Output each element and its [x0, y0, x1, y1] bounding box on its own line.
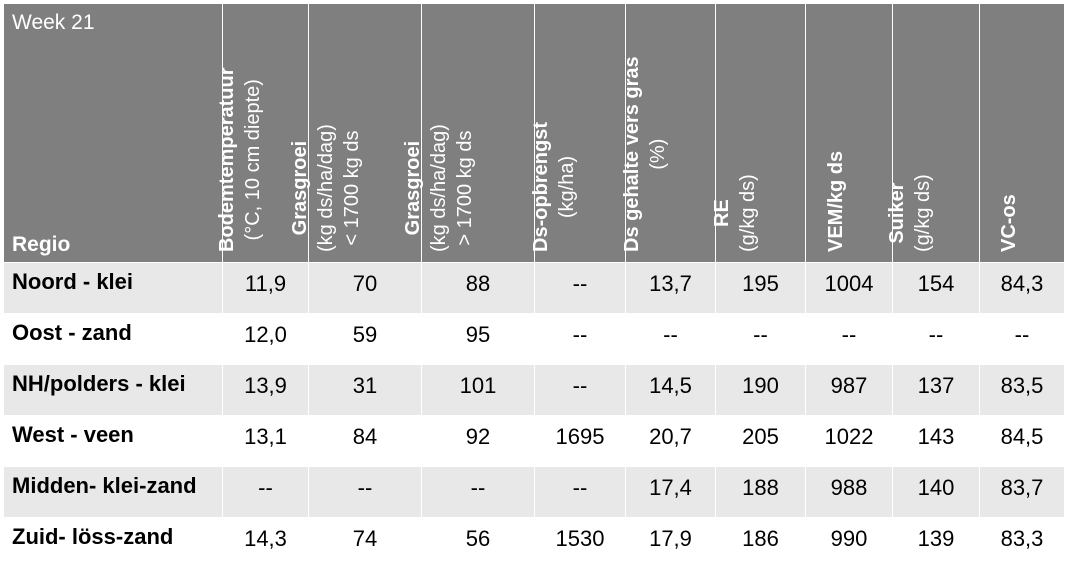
table-cell: --: [308, 466, 422, 518]
table-cell: 140: [892, 466, 980, 518]
table-cell: 74: [308, 517, 422, 569]
region-cell: Midden- klei-zand: [3, 466, 223, 518]
table-cell: 59: [308, 313, 422, 365]
header-title: Bodemtemperatuur: [215, 67, 238, 252]
region-cell: Noord - klei: [3, 262, 223, 314]
table-cell: 83,7: [979, 466, 1065, 518]
header-re: RE (g/kg ds): [711, 3, 806, 263]
header-title: VC-os: [998, 194, 1020, 252]
header-unit-2: > 1700 kg ds: [454, 130, 476, 246]
table-cell: --: [421, 466, 535, 518]
regio-label: Regio: [12, 233, 71, 256]
table-cell: 188: [715, 466, 806, 518]
table-cell: 83,3: [979, 517, 1065, 569]
table-row: West - veen 13,1 84 92 1695 20,7 205 102…: [3, 415, 1065, 467]
table-cell: 84: [308, 415, 422, 467]
table-cell: 13,1: [222, 415, 309, 467]
table-cell: 31: [308, 364, 422, 416]
table-cell: 20,7: [625, 415, 716, 467]
table-cell: 195: [715, 262, 806, 314]
header-vem: VEM/kg ds: [805, 3, 893, 263]
table-cell: --: [979, 313, 1065, 365]
table-cell: 12,0: [222, 313, 309, 365]
header-ds-opbrengst: Ds-opbrengst (kg/ha): [530, 3, 626, 263]
header-ds-gehalte: Ds gehalte vers gras (%): [621, 3, 716, 263]
table-cell: 13,9: [222, 364, 309, 416]
table-cell: --: [892, 313, 980, 365]
week-label: Week 21: [12, 11, 95, 34]
table-cell: 14,3: [222, 517, 309, 569]
header-unit: (g/kg ds): [736, 174, 759, 252]
table-cell: --: [805, 313, 893, 365]
table-cell: 1530: [534, 517, 626, 569]
table-cell: 17,9: [625, 517, 716, 569]
table-cell: 154: [892, 262, 980, 314]
header-unit: (kg ds/ha/dag): [315, 124, 337, 252]
header-grasgroei-lt: Grasgroei (kg ds/ha/dag) < 1700 kg ds: [289, 3, 422, 263]
data-table: Week 21 Regio Bodemtemperatuur (°C, 10 c…: [3, 3, 1065, 569]
table-cell: 84,3: [979, 262, 1065, 314]
header-title: Grasgroei: [289, 140, 311, 236]
table-cell: 56: [421, 517, 535, 569]
table-cell: 84,5: [979, 415, 1065, 467]
header-title: VEM/kg ds: [825, 150, 847, 252]
table-cell: --: [222, 466, 309, 518]
table-cell: 17,4: [625, 466, 716, 518]
table-cell: 987: [805, 364, 893, 416]
region-cell: Zuid- löss-zand: [3, 517, 223, 569]
table-row: Midden- klei-zand -- -- -- -- 17,4 188 9…: [3, 466, 1065, 518]
table-cell: 190: [715, 364, 806, 416]
header-title: Ds gehalte vers gras: [620, 56, 643, 252]
table-cell: 95: [421, 313, 535, 365]
table-row: Noord - klei 11,9 70 88 -- 13,7 195 1004…: [3, 262, 1065, 314]
table-cell: 1022: [805, 415, 893, 467]
region-cell: West - veen: [3, 415, 223, 467]
table-cell: 139: [892, 517, 980, 569]
table-cell: 13,7: [625, 262, 716, 314]
region-cell: NH/polders - klei: [3, 364, 223, 416]
header-unit: (kg/ha): [556, 155, 578, 219]
table-cell: --: [625, 313, 716, 365]
header-unit-2: < 1700 kg ds: [341, 130, 363, 246]
header-unit: (g/kg ds): [912, 174, 934, 252]
header-suiker: Suiker (g/kg ds): [886, 3, 980, 263]
table-cell: 1004: [805, 262, 893, 314]
table-cell: 70: [308, 262, 422, 314]
table-cell: 14,5: [625, 364, 716, 416]
table-cell: --: [534, 364, 626, 416]
header-title: Suiker: [886, 182, 908, 244]
table-cell: 92: [421, 415, 535, 467]
header-region: Week 21 Regio: [3, 3, 223, 263]
table-cell: 988: [805, 466, 893, 518]
table-row: NH/polders - klei 13,9 31 101 -- 14,5 19…: [3, 364, 1065, 416]
table-cell: 990: [805, 517, 893, 569]
region-cell: Oost - zand: [3, 313, 223, 365]
table-cell: --: [715, 313, 806, 365]
header-title: RE: [710, 199, 733, 227]
table-cell: 101: [421, 364, 535, 416]
table-row: Oost - zand 12,0 59 95 -- -- -- -- -- --: [3, 313, 1065, 365]
header-vc-os: VC-os: [979, 3, 1065, 263]
header-unit: (kg ds/ha/dag): [428, 124, 450, 252]
table-cell: 143: [892, 415, 980, 467]
table-cell: 88: [421, 262, 535, 314]
table-cell: --: [534, 262, 626, 314]
table-cell: 186: [715, 517, 806, 569]
table-cell: 11,9: [222, 262, 309, 314]
table-cell: 137: [892, 364, 980, 416]
header-unit: (°C, 10 cm diepte): [241, 79, 264, 241]
header-bodemtemperatuur: Bodemtemperatuur (°C, 10 cm diepte): [216, 3, 309, 263]
table-cell: 83,5: [979, 364, 1065, 416]
table-cell: 205: [715, 415, 806, 467]
header-grasgroei-gt: Grasgroei (kg ds/ha/dag) > 1700 kg ds: [402, 3, 535, 263]
header-unit: (%): [646, 138, 669, 170]
header-title: Grasgroei: [402, 140, 424, 236]
table-cell: --: [534, 313, 626, 365]
header-row: Week 21 Regio Bodemtemperatuur (°C, 10 c…: [3, 3, 1065, 263]
table-cell: 1695: [534, 415, 626, 467]
table-row: Zuid- löss-zand 14,3 74 56 1530 17,9 186…: [3, 517, 1065, 569]
header-title: Ds-opbrengst: [530, 122, 552, 252]
table-cell: --: [534, 466, 626, 518]
